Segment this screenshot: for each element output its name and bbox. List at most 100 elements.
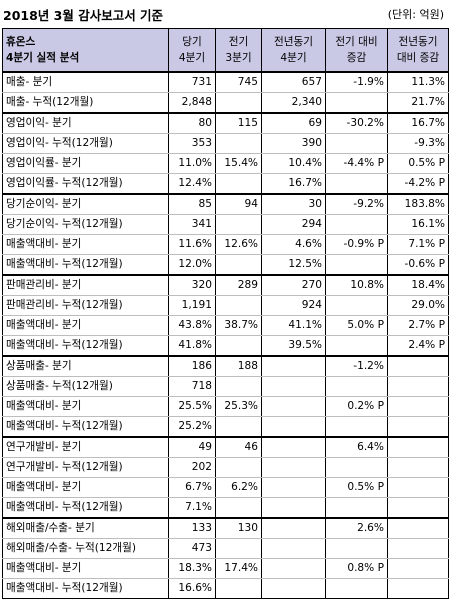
value-cell: -1.9% [325, 71, 388, 93]
table-row: 매출액대비- 분기 25.5% 25.3% 0.2% P [2, 396, 449, 417]
col-header-prev-q: 전기 3분기 [215, 28, 262, 73]
row-label: 매출액대비- 누적(12개월) [2, 497, 169, 519]
page-title: 2018년 3월 감사보고서 기준 [3, 8, 164, 23]
value-cell: 294 [261, 214, 326, 235]
value-cell: 718 [168, 376, 216, 397]
table-row: 영업이익률- 누적(12개월) 12.4% 16.7% -4.2% P [2, 173, 449, 195]
value-cell: 0.8% P [325, 558, 388, 579]
value-cell [215, 214, 262, 235]
value-cell: 0.5% P [387, 153, 449, 174]
value-cell [325, 173, 388, 195]
value-cell: 270 [261, 274, 326, 296]
value-cell [215, 538, 262, 559]
value-cell: 49 [168, 436, 216, 458]
value-cell: 16.6% [168, 578, 216, 599]
row-label: 영업이익- 누적(12개월) [2, 133, 169, 154]
row-label: 매출액대비- 누적(12개월) [2, 254, 169, 276]
value-cell: 43.8% [168, 315, 216, 336]
table-row: 판매관리비- 누적(12개월) 1,191 924 29.0% [2, 295, 449, 316]
value-cell: 0.5% P [325, 477, 388, 498]
value-cell: -9.2% [325, 193, 388, 215]
value-cell: 2.6% [325, 517, 388, 539]
table-row: 매출액대비- 누적(12개월) 16.6% [2, 578, 449, 599]
value-cell: 18.3% [168, 558, 216, 579]
value-cell [215, 173, 262, 195]
value-cell: 16.1% [387, 214, 449, 235]
value-cell: 5.0% P [325, 315, 388, 336]
value-cell: 39.5% [261, 335, 326, 357]
value-cell: 0.2% P [325, 396, 388, 417]
value-cell [261, 436, 326, 458]
value-cell: -4.2% P [387, 173, 449, 195]
table-row: 영업이익- 분기 80 115 69 -30.2% 16.7% [2, 112, 449, 134]
value-cell: 25.5% [168, 396, 216, 417]
value-cell [325, 335, 388, 357]
value-cell: 7.1% P [387, 234, 449, 255]
value-cell [325, 254, 388, 276]
title-bar: 2018년 3월 감사보고서 기준 (단위: 억원) [0, 0, 450, 28]
col-header-current-q: 당기 4분기 [168, 28, 216, 73]
row-label: 매출액대비- 누적(12개월) [2, 335, 169, 357]
row-label: 상품매출- 누적(12개월) [2, 376, 169, 397]
table-row: 매출액대비- 누적(12개월) 12.0% 12.5% -0.6% P [2, 254, 449, 276]
row-label: 매출액대비- 누적(12개월) [2, 416, 169, 438]
value-cell: 25.2% [168, 416, 216, 438]
row-label: 매출- 분기 [2, 71, 169, 93]
value-cell: 11.3% [387, 71, 449, 93]
row-label: 당기순이익- 누적(12개월) [2, 214, 169, 235]
col-header-prev-year-q: 전년동기 4분기 [261, 28, 326, 73]
row-label: 해외매출/수출- 누적(12개월) [2, 538, 169, 559]
value-cell: 25.3% [215, 396, 262, 417]
value-cell [387, 477, 449, 498]
value-cell: 188 [215, 355, 262, 377]
row-label: 영업이익률- 누적(12개월) [2, 173, 169, 195]
row-label: 매출액대비- 분기 [2, 558, 169, 579]
value-cell [215, 497, 262, 519]
value-cell: 10.8% [325, 274, 388, 296]
value-cell: 29.0% [387, 295, 449, 316]
value-cell: 18.4% [387, 274, 449, 296]
value-cell: 80 [168, 112, 216, 134]
value-cell [325, 457, 388, 478]
value-cell: 186 [168, 355, 216, 377]
table-row: 상품매출- 분기 186 188 -1.2% [2, 355, 449, 377]
table-row: 영업이익- 누적(12개월) 353 390 -9.3% [2, 133, 449, 154]
value-cell: -9.3% [387, 133, 449, 154]
col-header-qoq-change: 전기 대비 증감 [325, 28, 388, 73]
value-cell [215, 92, 262, 114]
value-cell: 69 [261, 112, 326, 134]
table-row: 당기순이익- 누적(12개월) 341 294 16.1% [2, 214, 449, 235]
value-cell [387, 376, 449, 397]
value-cell: 41.1% [261, 315, 326, 336]
value-cell: 11.6% [168, 234, 216, 255]
value-cell: 7.1% [168, 497, 216, 519]
value-cell [261, 578, 326, 599]
value-cell: 16.7% [387, 112, 449, 134]
value-cell: -30.2% [325, 112, 388, 134]
value-cell: 2.4% P [387, 335, 449, 357]
table-row: 연구개발비- 누적(12개월) 202 [2, 457, 449, 478]
value-cell [387, 578, 449, 599]
value-cell: 2,848 [168, 92, 216, 114]
table-subtitle: 4분기 실적 분석 [6, 52, 80, 64]
row-label: 상품매출- 분기 [2, 355, 169, 377]
value-cell [261, 396, 326, 417]
value-cell [387, 436, 449, 458]
row-label: 영업이익률- 분기 [2, 153, 169, 174]
value-cell [261, 416, 326, 438]
value-cell: 38.7% [215, 315, 262, 336]
value-cell [215, 416, 262, 438]
table-body: 매출- 분기 731 745 657 -1.9% 11.3% 매출- 누적(12개월) 2,8… [2, 71, 449, 599]
row-label: 판매관리비- 누적(12개월) [2, 295, 169, 316]
value-cell [325, 214, 388, 235]
value-cell [325, 578, 388, 599]
value-cell [325, 92, 388, 114]
value-cell: 6.7% [168, 477, 216, 498]
value-cell: -4.4% P [325, 153, 388, 174]
table-row: 영업이익률- 분기 11.0% 15.4% 10.4% -4.4% P 0.5% P [2, 153, 449, 174]
row-label: 매출액대비- 분기 [2, 396, 169, 417]
value-cell [387, 457, 449, 478]
table-row: 매출액대비- 분기 6.7% 6.2% 0.5% P [2, 477, 449, 498]
table-row: 해외매출/수출- 누적(12개월) 473 [2, 538, 449, 559]
col-header-yoy-change: 전년동기 대비 증감 [387, 28, 449, 73]
